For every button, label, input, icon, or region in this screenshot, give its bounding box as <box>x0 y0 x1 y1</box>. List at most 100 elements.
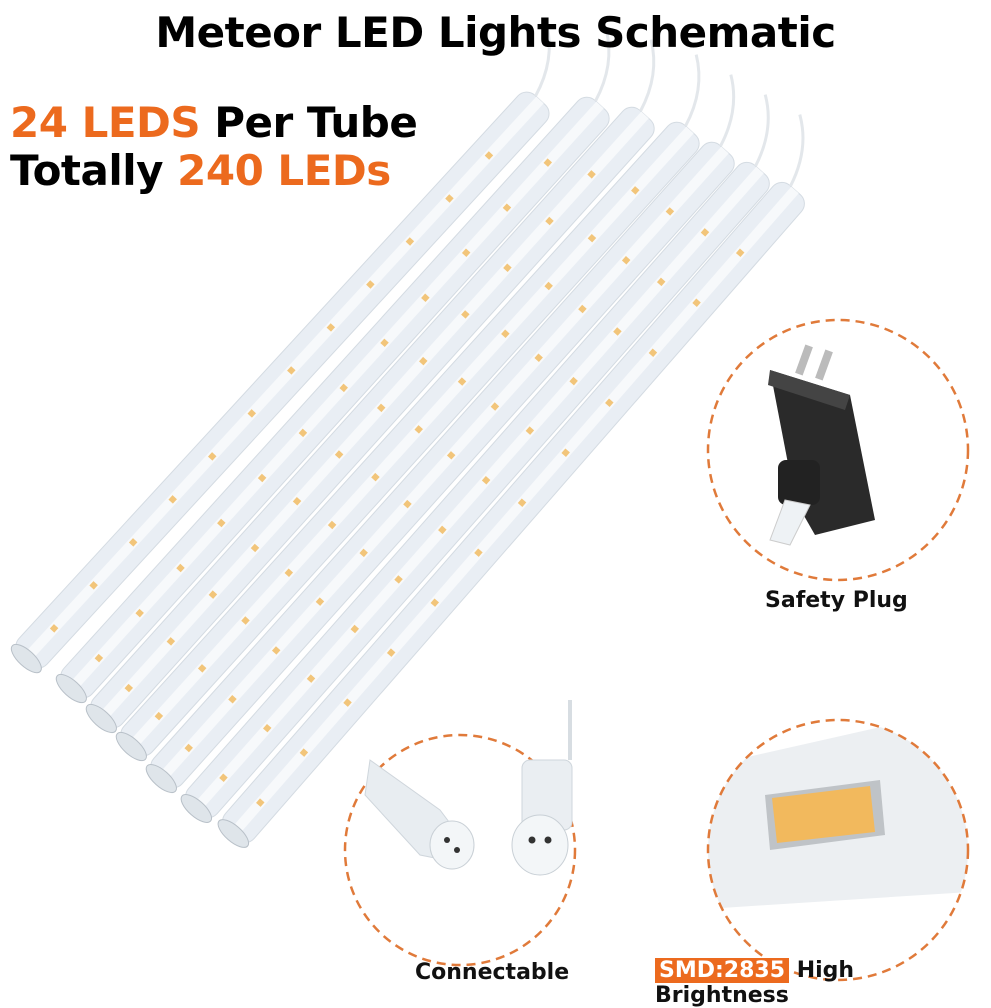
led-dot <box>339 383 348 393</box>
led-dot <box>326 323 336 332</box>
led-dot <box>284 568 294 577</box>
smd-callout <box>706 718 970 982</box>
led-dot <box>128 538 138 547</box>
led-dot <box>735 248 745 258</box>
led-dot <box>631 186 640 195</box>
led-dot <box>501 329 510 339</box>
led-dot <box>621 255 631 265</box>
safety-plug-caption: Safety Plug <box>765 588 908 613</box>
led-dot <box>545 216 554 226</box>
led-dot <box>208 590 218 599</box>
connectable-callout <box>343 700 577 967</box>
led-dot <box>419 356 428 366</box>
led-dot <box>327 520 337 530</box>
smd-caption: SMD:2835 High Brightness <box>655 958 991 1008</box>
led-dot <box>135 608 144 618</box>
led-dot <box>343 698 352 707</box>
led-dot <box>262 723 272 733</box>
led-dot <box>503 263 512 272</box>
led-dot <box>376 403 386 413</box>
led-tube <box>85 39 656 734</box>
led-dot <box>359 548 368 558</box>
led-dot <box>207 452 217 461</box>
led-dot <box>334 450 344 459</box>
led-tube <box>217 114 805 848</box>
total-leds-line: Totally 240 LEDs <box>10 146 391 195</box>
total-leds-count: 240 LEDs <box>177 146 391 195</box>
led-dot <box>394 575 403 584</box>
led-dot <box>124 683 134 693</box>
led-dot <box>613 327 622 336</box>
page-title: Meteor LED Lights Schematic <box>155 8 836 57</box>
smd-badge: SMD:2835 <box>655 958 790 983</box>
led-dot <box>692 298 701 308</box>
led-tube <box>55 29 611 704</box>
led-dot <box>306 674 316 683</box>
led-dot <box>366 280 375 289</box>
led-dot <box>656 277 666 287</box>
led-dot <box>517 498 527 507</box>
led-dot <box>421 293 430 303</box>
led-tube <box>180 94 770 823</box>
led-dot <box>569 376 578 386</box>
led-dot <box>534 353 543 363</box>
led-dot <box>154 711 164 721</box>
led-dot <box>700 228 710 237</box>
led-dot <box>247 409 257 418</box>
led-dot <box>484 151 494 160</box>
leds-per-tube-count: 24 LEDS <box>10 98 201 147</box>
led-dot <box>184 743 193 753</box>
led-dot <box>414 425 423 434</box>
led-dot <box>525 426 535 435</box>
led-tube <box>145 74 736 794</box>
led-dot <box>168 495 177 504</box>
led-dot <box>176 563 185 573</box>
safety-plug-callout <box>706 318 970 582</box>
led-dot <box>445 194 454 203</box>
total-leds-text: Totally <box>10 146 164 195</box>
led-dot <box>228 694 237 704</box>
leds-per-tube-text: Per Tube <box>214 98 418 147</box>
led-dot <box>166 637 176 646</box>
led-dot <box>217 518 226 528</box>
led-dot <box>250 543 260 553</box>
led-dot <box>241 616 250 625</box>
led-dot <box>49 624 59 633</box>
led-dot <box>197 664 207 673</box>
led-dot <box>298 428 308 438</box>
led-dot <box>257 473 267 483</box>
led-dot <box>287 366 296 375</box>
led-dot <box>665 207 675 216</box>
connectable-caption: Connectable <box>415 960 570 985</box>
led-dot <box>481 476 491 485</box>
led-dot <box>474 548 483 557</box>
led-dot <box>256 798 265 807</box>
led-dot <box>219 773 228 782</box>
led-dot <box>271 646 281 655</box>
led-dot <box>446 451 456 460</box>
led-tube <box>115 54 701 762</box>
led-dot <box>299 748 309 757</box>
led-dot <box>605 398 614 407</box>
led-dot <box>292 497 302 506</box>
led-tube <box>10 24 551 674</box>
led-dot <box>561 448 570 457</box>
led-dot <box>350 624 360 634</box>
led-dot <box>438 525 447 535</box>
led-dot <box>544 281 553 291</box>
led-dot <box>89 581 98 590</box>
led-dot <box>587 170 596 179</box>
led-dot <box>94 653 104 663</box>
led-dot <box>587 233 597 243</box>
led-dot <box>430 598 440 607</box>
led-dot <box>380 338 389 348</box>
power-adapter-icon <box>768 344 875 546</box>
led-dot <box>578 304 587 314</box>
led-dot <box>490 402 500 411</box>
led-dot <box>461 248 471 257</box>
waterproof-connector-icon <box>364 700 573 876</box>
led-dot <box>386 648 396 657</box>
led-dot <box>315 597 325 606</box>
led-dot <box>502 203 512 212</box>
